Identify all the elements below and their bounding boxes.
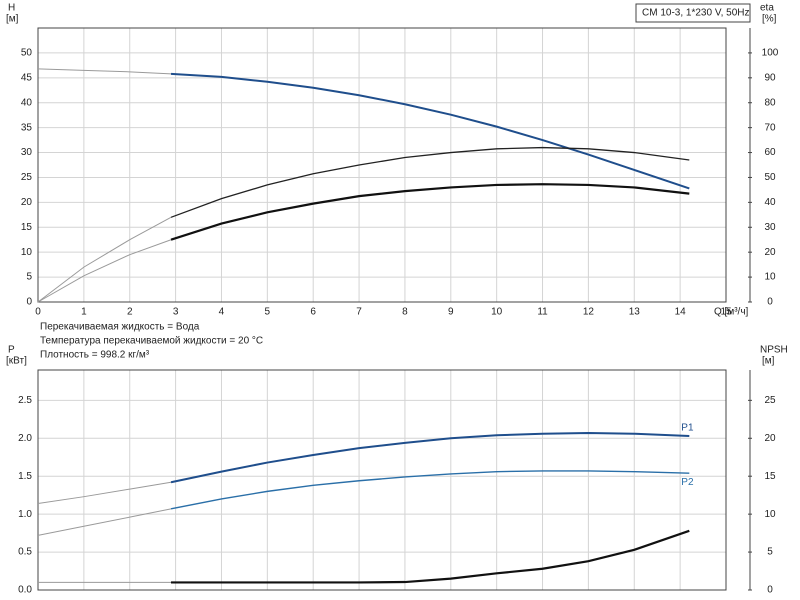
y2-tick-label: 0 (767, 585, 773, 596)
x-tick-label: 3 (173, 307, 179, 318)
x-tick-label: 1 (81, 307, 87, 318)
y2-tick-label: 90 (764, 72, 776, 83)
y2-tick-label: 15 (764, 471, 776, 482)
y-tick-label: 2.5 (18, 395, 32, 406)
x-tick-label: 14 (675, 307, 687, 318)
x-axis-label: Q [м³/ч] (714, 307, 749, 318)
curve (37, 481, 172, 505)
y-tick-label: 1.5 (18, 471, 32, 482)
note: Температура перекачиваемой жидкости = 20… (40, 336, 263, 347)
y2-tick-label: 20 (764, 247, 776, 258)
y-tick-label: 5 (26, 272, 32, 283)
y2-tick-label: 60 (764, 147, 776, 158)
y2-tick-label: 40 (764, 197, 776, 208)
y2-tick-label: 30 (764, 222, 776, 233)
y-tick-label: 15 (21, 222, 33, 233)
y2-tick-label: 100 (762, 48, 779, 59)
y2-tick-label: 10 (764, 509, 776, 520)
x-tick-label: 8 (402, 307, 408, 318)
y-axis-label: P (8, 345, 15, 356)
x-tick-label: 12 (583, 307, 595, 318)
y2-tick-label: 10 (764, 272, 776, 283)
note: Плотность = 998.2 кг/м³ (40, 350, 150, 361)
y-tick-label: 25 (21, 172, 33, 183)
y2-tick-label: 80 (764, 97, 776, 108)
x-tick-label: 5 (265, 307, 271, 318)
y2-tick-label: 50 (764, 172, 776, 183)
y-tick-label: 50 (21, 48, 33, 59)
curve (37, 68, 172, 75)
y-tick-label: 20 (21, 197, 33, 208)
y-tick-label: 45 (21, 72, 33, 83)
x-tick-label: 4 (219, 307, 225, 318)
plot-frame (37, 27, 727, 303)
curve (170, 470, 690, 510)
y-tick-label: 2.0 (18, 433, 32, 444)
curve (37, 216, 172, 303)
curve (171, 529, 690, 584)
title-box (635, 3, 751, 23)
x-tick-label: 2 (127, 307, 133, 318)
y2-tick-label: 5 (767, 547, 773, 558)
curve (37, 239, 172, 303)
y-tick-label: 35 (21, 122, 33, 133)
y-tick-label: 10 (21, 247, 33, 258)
y-tick-label: 40 (21, 97, 33, 108)
y2-tick-label: 20 (764, 433, 776, 444)
y2-tick-label: 70 (764, 122, 776, 133)
y-axis-label: H (8, 3, 15, 14)
y2-tick-label: 25 (764, 395, 776, 406)
curve (170, 431, 690, 484)
x-tick-label: 9 (448, 307, 454, 318)
y-axis-unit: [кВт] (6, 356, 27, 367)
y2-axis-unit: [%] (762, 14, 777, 25)
x-tick-label: 11 (537, 307, 548, 318)
chart-title: CM 10-3, 1*230 V, 50Hz (642, 8, 749, 19)
y2-tick-label: 0 (767, 297, 773, 308)
y2-axis-label: NPSH (760, 345, 788, 356)
plot-frame (37, 369, 727, 591)
x-tick-label: 7 (356, 307, 362, 318)
x-tick-label: 0 (35, 307, 41, 318)
x-tick-label: 6 (310, 307, 316, 318)
note: Перекачиваемая жидкость = Вода (40, 322, 200, 333)
x-tick-label: 15 (720, 307, 732, 318)
x-tick-label: 13 (629, 307, 641, 318)
y-tick-label: 1.0 (18, 509, 32, 520)
curve (170, 183, 690, 241)
curve-label: P2 (681, 477, 694, 488)
curve (170, 72, 690, 190)
x-tick-label: 10 (491, 307, 503, 318)
y2-axis-unit: [м] (762, 356, 775, 367)
y-tick-label: 0.0 (18, 585, 32, 596)
y-axis-unit: [м] (6, 14, 19, 25)
y-tick-label: 0.5 (18, 547, 32, 558)
curve (37, 508, 172, 536)
y-tick-label: 0 (26, 297, 32, 308)
y2-axis-label: eta (760, 3, 774, 14)
curve-label: P1 (681, 423, 694, 434)
y-tick-label: 30 (21, 147, 33, 158)
curve (170, 146, 690, 218)
